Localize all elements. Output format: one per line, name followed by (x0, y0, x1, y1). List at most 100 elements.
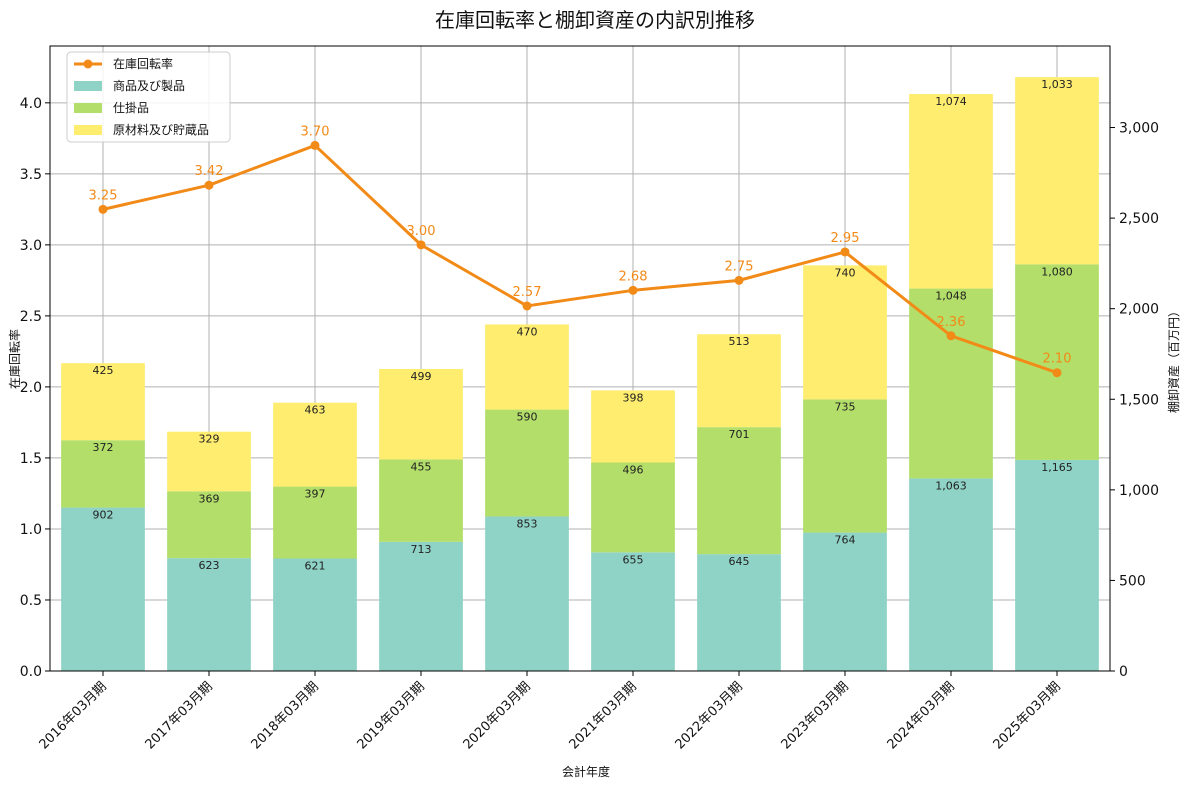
y-left-tick-label: 1.0 (20, 522, 42, 538)
bar-value-label: 740 (835, 266, 856, 279)
bar-segment (485, 516, 569, 671)
y-right-tick-label: 500 (1119, 573, 1146, 589)
bar-value-label: 623 (199, 559, 220, 572)
bar-segment (167, 558, 251, 671)
turnover-point (840, 247, 850, 257)
x-tick-label: 2016年03月期 (37, 679, 110, 752)
bar-segment (697, 554, 781, 671)
bar-segment (803, 399, 887, 533)
turnover-value-label: 2.36 (937, 315, 966, 330)
legend-bar-swatch (74, 103, 102, 113)
turnover-value-label: 2.57 (513, 285, 542, 300)
bar-value-label: 1,165 (1041, 461, 1073, 474)
turnover-point (204, 180, 214, 190)
bar-value-label: 372 (93, 441, 114, 454)
y-left-tick-label: 2.5 (20, 309, 42, 325)
line-layer: 3.25 3.42 3.70 3.00 2.57 2.68 2.75 2.95 2.36 2.10 (89, 124, 1072, 378)
bar-segment (485, 324, 569, 410)
turnover-point (946, 331, 956, 341)
bar-segment (61, 363, 145, 441)
x-tick-label: 2024年03月期 (885, 679, 958, 752)
bar-value-label: 590 (517, 411, 538, 424)
bar-segment (909, 478, 993, 671)
y-axis-right-label: 棚卸資産（百万円） (1166, 305, 1181, 413)
x-tick-label: 2018年03月期 (249, 679, 322, 752)
turnover-value-label: 2.75 (725, 259, 754, 274)
legend-label: 原材料及び貯蔵品 (113, 123, 209, 137)
y-right-tick-label: 3,000 (1119, 121, 1159, 137)
turnover-value-label: 2.10 (1043, 352, 1072, 367)
turnover-point (522, 301, 532, 311)
bar-value-label: 735 (835, 400, 856, 413)
bar-segment (1015, 459, 1099, 671)
turnover-point (734, 275, 744, 285)
bar-segment (697, 334, 781, 428)
bar-segment (803, 265, 887, 400)
bar-value-label: 463 (305, 404, 326, 417)
y-left-tick-label: 0.5 (20, 593, 42, 609)
bar-segment (61, 440, 145, 508)
turnover-point (1052, 368, 1062, 378)
y-right-tick-label: 1,500 (1119, 392, 1159, 408)
legend-marker (83, 59, 93, 69)
y-left-tick-label: 2.0 (20, 380, 42, 396)
turnover-value-label: 2.95 (831, 231, 860, 246)
bar-value-label: 1,033 (1041, 78, 1073, 91)
y-right-tick-label: 1,000 (1119, 483, 1159, 499)
bar-value-label: 645 (729, 555, 750, 568)
bar-value-label: 496 (623, 463, 644, 476)
bar-value-label: 621 (305, 560, 326, 573)
bar-segment (273, 486, 357, 559)
x-tick-label: 2025年03月期 (991, 679, 1064, 752)
x-tick-label: 2022年03月期 (673, 679, 746, 752)
y-left-tick-label: 3.0 (20, 238, 42, 254)
bar-segment (485, 409, 569, 517)
bar-value-label: 425 (93, 364, 114, 377)
bar-value-label: 1,080 (1041, 265, 1073, 278)
bar-value-label: 1,063 (935, 479, 967, 492)
turnover-value-label: 3.42 (195, 164, 224, 179)
bar-segment (273, 558, 357, 671)
bar-value-label: 853 (517, 517, 538, 530)
y-right-tick-label: 2,000 (1119, 302, 1159, 318)
bar-value-label: 701 (729, 428, 750, 441)
bar-value-label: 329 (199, 433, 220, 446)
bar-segment (697, 427, 781, 555)
bar-value-label: 369 (199, 492, 220, 505)
bar-value-label: 1,048 (935, 290, 967, 303)
y-left-tick-label: 1.5 (20, 451, 42, 467)
bar-value-label: 499 (411, 370, 432, 383)
turnover-point (416, 240, 426, 250)
legend-box (66, 51, 231, 143)
bar-value-label: 455 (411, 460, 432, 473)
bar-segment (167, 491, 251, 559)
bars-layer: 902 623 621 713 853 655 645 764 1,063 1,165 372 369… (61, 77, 1099, 671)
x-axis-label: 会計年度 (562, 764, 610, 779)
turnover-value-label: 3.25 (89, 188, 118, 203)
bar-value-label: 1,074 (935, 95, 967, 108)
bar-segment (379, 541, 463, 671)
bar-segment (273, 402, 357, 487)
turnover-point (628, 285, 638, 295)
x-tick-label: 2017年03月期 (143, 679, 216, 752)
bar-value-label: 397 (305, 488, 326, 501)
y-left-tick-label: 4.0 (20, 96, 42, 112)
bar-segment (1015, 77, 1099, 265)
legend-label: 在庫回転率 (113, 56, 173, 71)
bar-segment (61, 507, 145, 671)
legend-bar-swatch (74, 81, 102, 91)
turnover-point (310, 140, 320, 150)
turnover-value-label: 3.00 (407, 224, 436, 239)
bar-segment (803, 532, 887, 671)
bar-segment (167, 431, 251, 492)
turnover-point (98, 204, 108, 214)
bar-value-label: 398 (623, 391, 644, 404)
x-tick-label: 2019年03月期 (355, 679, 428, 752)
turnover-line (102, 143, 1058, 375)
bar-segment (591, 462, 675, 553)
bar-value-label: 902 (93, 509, 114, 522)
legend-bar-swatch (74, 125, 102, 135)
